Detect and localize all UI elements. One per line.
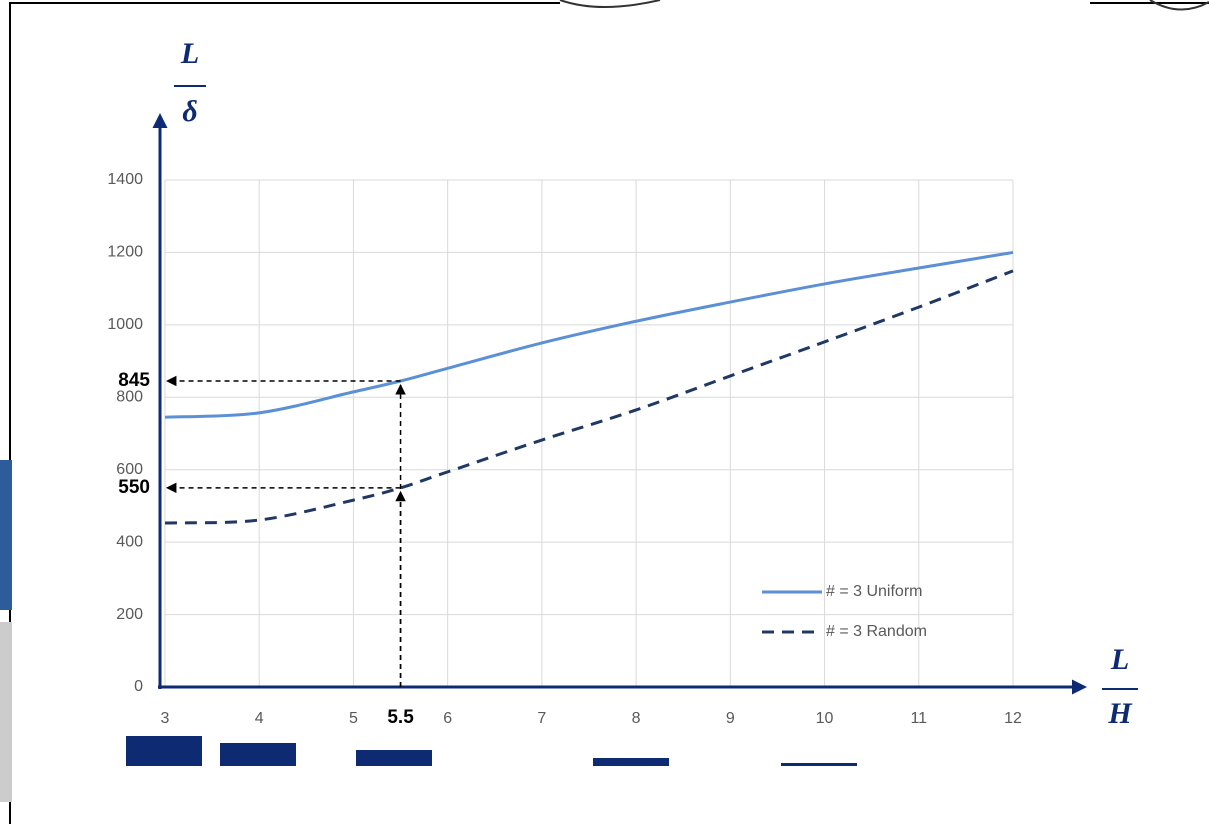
x-label-numerator: L <box>1110 643 1129 676</box>
decor-bar <box>356 750 432 766</box>
y-tick-label: 1000 <box>107 316 143 333</box>
grid <box>165 180 1013 687</box>
chart: L δ L H 0 200 400 600 800 1000 1200 1400 3 4 5 6 7 8 9… <box>0 0 1209 824</box>
x-tick-label: 3 <box>161 710 170 727</box>
plot <box>165 252 1013 523</box>
x-tick-label: 8 <box>632 710 641 727</box>
fragment <box>0 622 12 802</box>
x-tick-label: 5 <box>349 710 358 727</box>
x-tick-label: 11 <box>910 710 927 727</box>
legend-label: # = 3 Uniform <box>826 583 922 600</box>
x-tick-label: 10 <box>816 710 834 727</box>
y-label-denominator: δ <box>182 95 197 128</box>
y-tick-label: 800 <box>116 389 143 406</box>
x-tick-label: 9 <box>726 710 735 727</box>
y-tick-label: 400 <box>116 533 143 550</box>
x-tick-label: 7 <box>537 710 546 727</box>
decor-bar <box>126 736 202 766</box>
annotation-label: 550 <box>118 477 150 498</box>
y-tick-label: 1400 <box>107 171 143 188</box>
frame <box>10 3 560 824</box>
y-label-numerator: L <box>180 37 199 70</box>
sketch <box>560 0 1209 10</box>
y-tick-label: 0 <box>134 678 143 695</box>
decor-bar <box>781 763 857 766</box>
x-tick-label: 6 <box>443 710 452 727</box>
series-line <box>165 252 1013 417</box>
decor-bar <box>220 743 296 766</box>
y-tick-label: 200 <box>116 606 143 623</box>
legend-label: # = 3 Random <box>826 623 927 640</box>
decor-bar <box>593 758 669 766</box>
x-label-denominator: H <box>1107 697 1133 730</box>
x-tick-label: 12 <box>1004 710 1022 727</box>
annotation-x-label: 5.5 <box>387 707 414 728</box>
annotation-label: 845 <box>118 370 150 391</box>
y-tick-label: 600 <box>116 461 143 478</box>
fragment <box>0 460 12 610</box>
x-tick-label: 4 <box>255 710 264 727</box>
y-tick-label: 1200 <box>107 244 143 261</box>
